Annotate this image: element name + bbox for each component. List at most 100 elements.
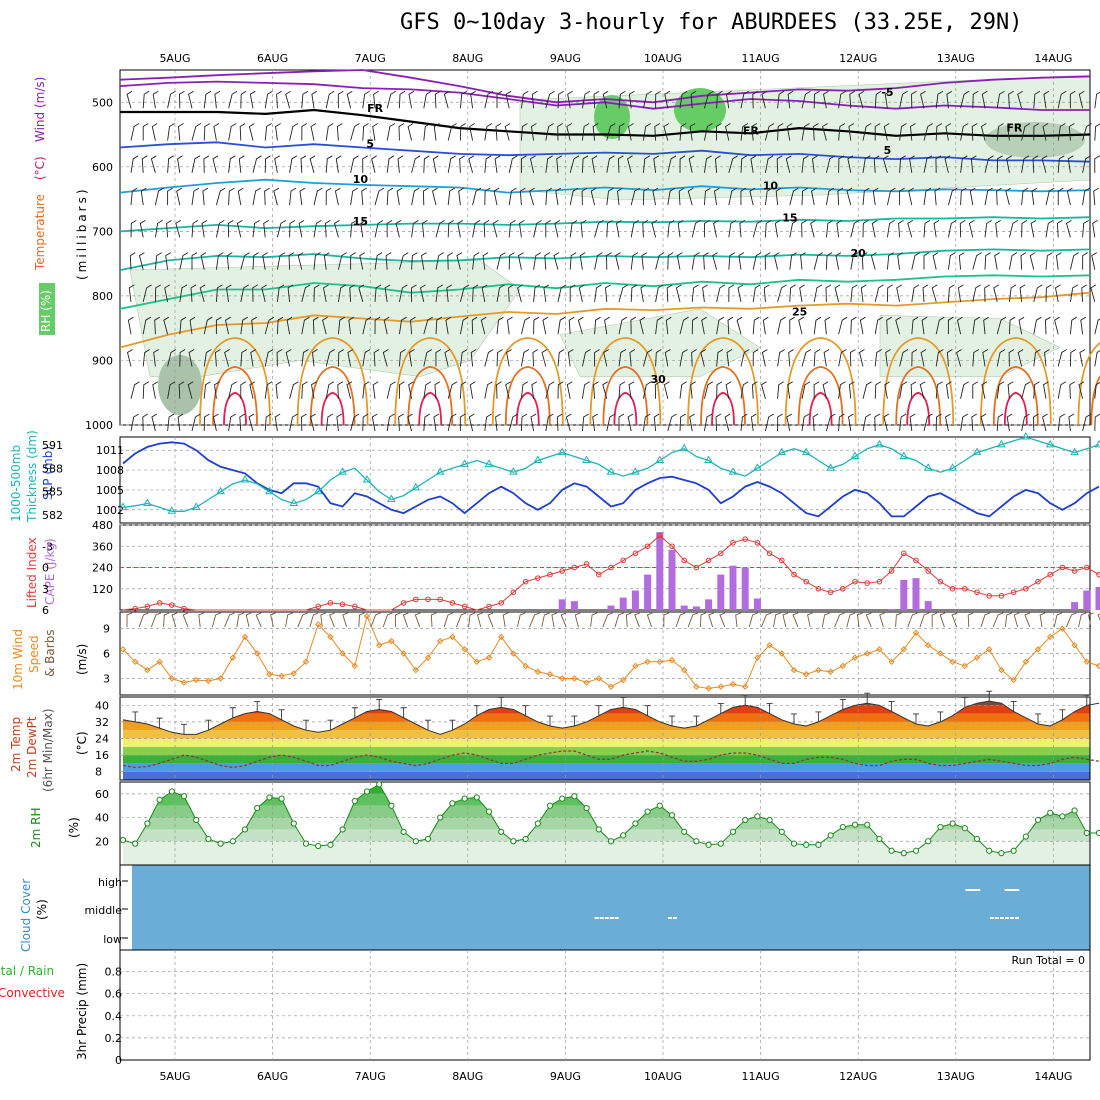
wind-barb	[606, 219, 613, 238]
wind-barb	[691, 316, 698, 335]
rh-legend-swatch	[39, 283, 55, 335]
wind-barb	[665, 316, 672, 335]
wind-speed-marker	[314, 621, 322, 628]
wind-barb	[911, 90, 917, 109]
date-label-bottom: 11AUG	[742, 1070, 780, 1083]
thickness-marker	[143, 498, 152, 506]
wind-barb	[408, 90, 415, 109]
wind-barb	[702, 284, 708, 302]
rh-marker	[376, 781, 383, 788]
minmax-bar	[132, 711, 139, 722]
wind-barb	[785, 155, 792, 173]
pressure-tick-label: 500	[92, 96, 113, 109]
wind-barb	[227, 219, 234, 238]
wind-barb	[898, 219, 904, 238]
lifted-marker	[791, 571, 797, 578]
wind-barb-10m	[708, 612, 714, 628]
wind-barb	[996, 155, 1003, 173]
wind-barb	[373, 349, 380, 367]
date-label-bottom: 8AUG	[452, 1070, 483, 1083]
wind-barb	[433, 123, 440, 141]
rh-marker	[534, 820, 541, 827]
wind-barb	[447, 413, 457, 432]
wind-barb	[1057, 381, 1067, 399]
wind-barb	[252, 219, 260, 238]
wind-barb	[361, 187, 367, 206]
wind-barb	[907, 219, 914, 238]
wind-barb	[1021, 219, 1028, 238]
wind-barb	[860, 284, 867, 302]
wind-speed-marker	[766, 641, 773, 649]
wind-barb	[981, 90, 988, 109]
top-date-labels: 5AUG 6AUG 7AUG 8AUG 9AUG 10AUG 11AUG 12AUG 13AUG…	[159, 52, 1072, 65]
wind-barb	[751, 381, 758, 399]
thickness-marker	[1021, 432, 1031, 440]
wind-barb	[468, 413, 475, 432]
wind-barb	[517, 284, 523, 303]
wind-barb	[421, 219, 428, 238]
temp2m-label-1: 2m Temp	[9, 717, 23, 772]
isotherm-hot	[906, 391, 931, 426]
wind-barb	[908, 187, 914, 206]
lifted-marker	[669, 543, 675, 550]
date-label-top: 6AUG	[257, 52, 288, 65]
wind-barb-10m	[541, 612, 550, 628]
wind-barb	[505, 90, 512, 109]
wind-barb-10m	[834, 612, 845, 628]
lifted-marker	[1035, 578, 1041, 585]
lifted-marker	[974, 589, 980, 596]
wind-barb-10m	[414, 612, 421, 628]
wind-barb	[725, 381, 732, 399]
wind-barb	[813, 349, 821, 367]
wind-barb	[1056, 219, 1063, 238]
wind-barb-10m	[1013, 612, 1020, 628]
wind-barb	[287, 284, 294, 302]
wind-barb	[812, 413, 819, 432]
wind-barb	[972, 284, 981, 303]
lifted-marker	[498, 600, 505, 606]
cloud-panel: high middle low	[84, 864, 1091, 951]
wind-barb	[726, 349, 733, 367]
wind10m-label-3: & Barbs	[43, 629, 57, 677]
wind-barb	[553, 252, 560, 270]
isotherm-warm	[784, 336, 857, 426]
rh-marker	[742, 816, 749, 824]
wind-barb	[423, 349, 433, 367]
wind-barb	[337, 381, 344, 399]
wind-barb	[972, 316, 980, 335]
date-label-top: 10AUG	[644, 52, 682, 65]
wind-barb	[822, 90, 829, 109]
wind-barb	[838, 413, 845, 432]
rh-marker	[1034, 816, 1042, 824]
rh-marker	[864, 821, 871, 828]
minmax-bar	[742, 694, 749, 706]
minmax-bar	[644, 705, 651, 716]
wind-barb	[628, 90, 635, 109]
wind-barb	[752, 252, 762, 270]
isotherm-hot	[418, 391, 443, 426]
wind-barb	[642, 349, 653, 367]
slp-tick-label: 1008	[96, 464, 124, 477]
wind-barb	[777, 90, 785, 109]
wind-barb	[411, 155, 421, 173]
wind-barb	[724, 413, 731, 432]
wind-barb	[188, 90, 194, 109]
wind-barb	[774, 219, 781, 238]
wind-barb	[886, 187, 896, 206]
wind-barb	[298, 219, 305, 238]
wind-barb	[484, 123, 493, 141]
wind-barb	[703, 219, 710, 238]
wind-barb	[469, 123, 475, 141]
wind-barb	[203, 316, 213, 335]
lifted-marker	[510, 589, 517, 596]
isotherm-warm	[309, 365, 356, 426]
wind-barb	[679, 381, 687, 399]
wind-barb	[384, 284, 391, 302]
wind-speed-marker	[558, 675, 566, 682]
wind-barb	[130, 155, 139, 173]
wind-barb	[203, 381, 211, 399]
wind-barb	[813, 316, 822, 335]
date-label-bottom: 12AUG	[839, 1070, 877, 1083]
wind-speed-marker	[241, 633, 249, 641]
wind-barb	[130, 187, 138, 206]
